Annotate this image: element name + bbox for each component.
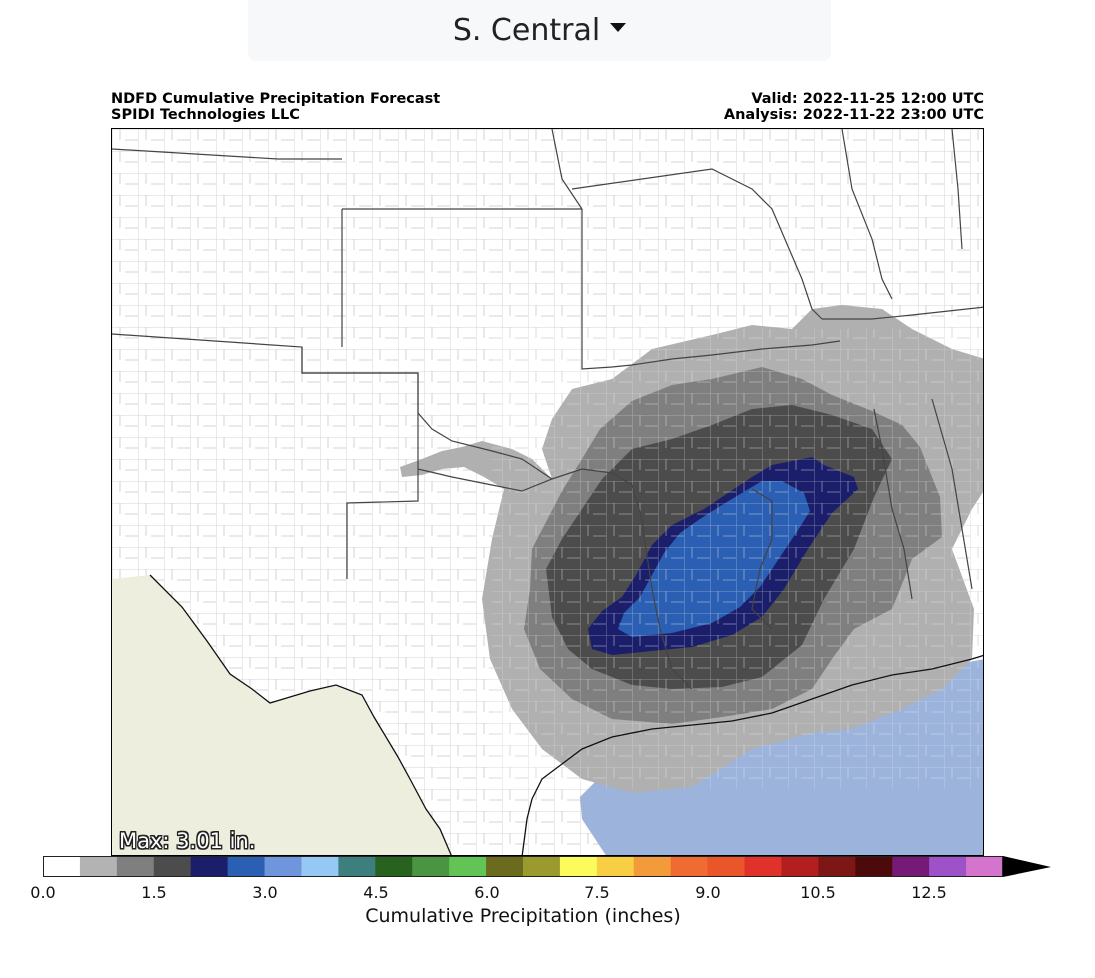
colorbar-swatch [929, 856, 967, 877]
colorbar-swatch [412, 856, 450, 877]
colorbar-swatch [153, 856, 192, 877]
border-ga [931, 398, 973, 590]
colorbar-swatch [892, 856, 930, 877]
border-ky-ill [841, 129, 893, 300]
colorbar-swatch [596, 856, 635, 877]
colorbar-tick: 6.0 [474, 883, 500, 902]
colorbar-swatch [43, 856, 81, 877]
colorbar-tick: 1.5 [141, 883, 167, 902]
colorbar-tick: 12.5 [911, 883, 947, 902]
colorbar-swatch [559, 856, 598, 877]
colorbar-tick: 10.5 [800, 883, 836, 902]
border-la-tx [631, 484, 693, 690]
colorbar-swatch [486, 856, 524, 877]
colorbar-ticks: 0.0 1.5 3.0 4.5 6.0 7.5 9.0 10.5 12.5 [0, 883, 1095, 903]
colorbar-swatch [855, 856, 893, 877]
region-label: S. Central [452, 13, 601, 48]
coastlines [149, 574, 983, 855]
colorbar-swatch [375, 856, 413, 877]
colorbar-swatch [338, 856, 376, 877]
colorbar [43, 856, 1051, 877]
region-dropdown-button[interactable]: S. Central [452, 13, 627, 48]
colorbar-swatch [227, 856, 266, 877]
border-ks [341, 208, 582, 347]
precip-map [111, 128, 984, 856]
colorbar-tick: 3.0 [252, 883, 278, 902]
max-precip-label: Max: 3.01 in. [119, 829, 256, 853]
border-la-ms [751, 488, 773, 630]
texas-coast [521, 654, 983, 855]
map-credit: SPIDI Technologies LLC [111, 107, 300, 123]
colorbar-swatch [449, 856, 487, 877]
colorbar-swatch [523, 856, 561, 877]
border-co [112, 148, 342, 160]
colorbar-tick: 4.5 [363, 883, 389, 902]
analysis-time: Analysis: 2022-11-22 23:00 UTC [723, 107, 984, 123]
colorbar-swatch [190, 856, 229, 877]
border-ms-al [873, 408, 913, 600]
state-borders [112, 129, 983, 690]
region-selector-bar: S. Central [248, 0, 831, 61]
caret-down-icon [610, 23, 627, 32]
colorbar-title: Cumulative Precipitation (inches) [365, 905, 681, 927]
rio-grande [149, 574, 452, 855]
map-title: NDFD Cumulative Precipitation Forecast [111, 91, 441, 107]
colorbar-tick: 9.0 [695, 883, 721, 902]
header-left: NDFD Cumulative Precipitation Forecast S… [111, 91, 440, 123]
colorbar-swatch [744, 856, 782, 877]
colorbar-swatch [116, 856, 155, 877]
border-ar [581, 209, 841, 370]
map-canvas [112, 129, 983, 855]
colorbar-swatch [781, 856, 819, 877]
colorbar-swatch [966, 856, 1004, 877]
colorbar-swatch [633, 856, 672, 877]
border-red-river [417, 468, 633, 492]
colorbar-tick: 0.0 [30, 883, 56, 902]
header-right: Valid: 2022-11-25 12:00 UTC Analysis: 20… [724, 91, 984, 123]
border-mo [551, 129, 823, 320]
border-tn [822, 306, 983, 320]
colorbar-outline [43, 856, 1003, 877]
colorbar-swatch [707, 856, 746, 877]
colorbar-swatches [43, 856, 1004, 877]
colorbar-swatch [818, 856, 856, 877]
mexico-land [112, 575, 452, 855]
colorbar-swatch [264, 856, 302, 877]
county-lines-overlay [492, 329, 983, 789]
border-ok [301, 347, 553, 480]
colorbar-extend-arrow [1003, 856, 1051, 877]
valid-time: Valid: 2022-11-25 12:00 UTC [751, 91, 984, 107]
colorbar-tick: 7.5 [584, 883, 610, 902]
colorbar-swatch [79, 856, 118, 877]
colorbar-swatch [670, 856, 709, 877]
border-il-in [951, 129, 963, 250]
colorbar-swatch [301, 856, 339, 877]
